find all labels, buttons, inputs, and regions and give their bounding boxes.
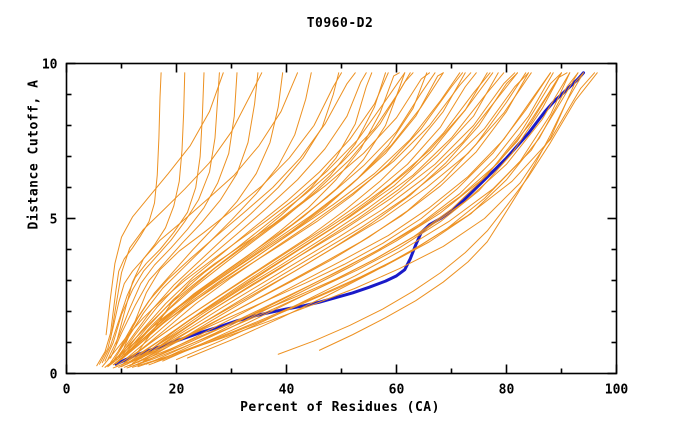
series-line — [121, 72, 389, 357]
series-line — [99, 72, 186, 365]
series-line — [145, 72, 568, 365]
series-line — [110, 72, 284, 364]
x-tick-label: 0 — [63, 383, 71, 398]
y-tick-label: 0 — [50, 368, 58, 383]
series-line — [132, 72, 518, 364]
series-line — [121, 72, 491, 366]
series-line — [134, 72, 505, 361]
series-line — [126, 72, 430, 354]
series-line — [126, 72, 499, 365]
series-line — [123, 72, 342, 348]
series-line — [105, 72, 224, 336]
series-line — [118, 72, 356, 351]
series-line — [162, 72, 571, 362]
series-line — [115, 72, 298, 345]
y-tick-label: 10 — [42, 58, 58, 73]
x-axis-label: Percent of Residues (CA) — [240, 400, 440, 415]
series-line — [126, 72, 562, 369]
series-line — [104, 72, 220, 362]
series-line — [121, 72, 518, 368]
x-tick-label: 40 — [279, 383, 295, 398]
series-line — [115, 72, 340, 361]
series-line — [112, 72, 551, 369]
plot-ticks-group — [65, 62, 618, 375]
page-title: T0960-D2 — [306, 16, 374, 31]
series-line — [277, 72, 598, 355]
x-tick-label: 60 — [389, 383, 405, 398]
series-line — [118, 72, 527, 368]
x-tick-label: 100 — [605, 383, 629, 398]
x-tick-label: 20 — [169, 383, 185, 398]
series-line — [118, 72, 436, 362]
x-tick-label: 80 — [499, 383, 515, 398]
series-line — [96, 72, 162, 367]
y-axis-label: Distance Cutoff, A — [26, 79, 42, 230]
series-line — [319, 72, 584, 351]
series-line — [154, 72, 562, 364]
series-line — [110, 72, 373, 365]
series-line — [115, 72, 466, 367]
plot-curves-group — [96, 71, 598, 369]
plot-tick-labels-group: 0 20 40 60 80 100 0 5 10 — [42, 58, 629, 398]
series-line — [112, 72, 312, 362]
series-line — [187, 72, 595, 359]
series-line — [143, 72, 494, 357]
y-tick-label: 5 — [50, 213, 58, 228]
series-line — [118, 72, 367, 359]
series-line — [132, 72, 472, 357]
series-line — [126, 72, 414, 356]
series-line — [110, 72, 259, 359]
series-line — [104, 72, 444, 368]
series-line — [101, 72, 205, 364]
series-line — [107, 72, 238, 361]
series-line — [107, 72, 463, 368]
series-line — [132, 72, 554, 367]
series-line — [176, 72, 579, 361]
series-line — [126, 72, 461, 359]
series-line — [129, 72, 529, 367]
series-line — [110, 72, 263, 340]
series-line — [137, 72, 386, 353]
series-line — [148, 72, 579, 366]
